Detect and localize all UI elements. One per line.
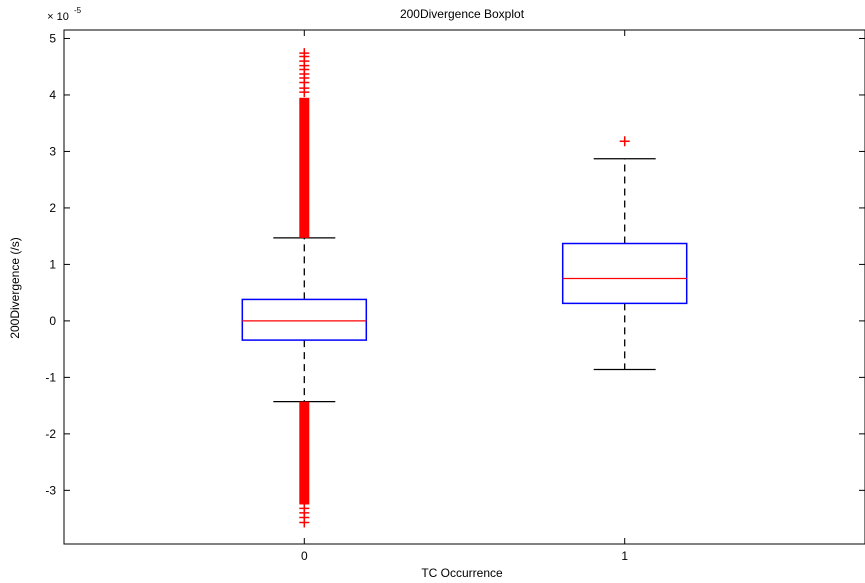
- y-tick-label: -1: [45, 370, 56, 384]
- y-tick-label: -3: [45, 483, 56, 497]
- y-axis-multiplier-exponent: -5: [74, 6, 82, 15]
- plot-area: [64, 30, 865, 544]
- chart-title: 200Divergence Boxplot: [400, 7, 525, 21]
- outlier-band: [299, 98, 309, 238]
- y-tick-label: 2: [49, 201, 56, 215]
- y-tick-label: 5: [49, 31, 56, 45]
- y-tick-label: 3: [49, 144, 56, 158]
- y-axis-multiplier: × 10: [47, 11, 69, 23]
- x-tick-label: 0: [301, 549, 308, 563]
- y-tick-label: 4: [49, 88, 56, 102]
- x-tick-label: 1: [621, 549, 628, 563]
- x-axis-label: TC Occurrence: [421, 566, 503, 580]
- y-tick-label: 1: [49, 257, 56, 271]
- y-tick-label: 0: [49, 314, 56, 328]
- outlier-band: [299, 402, 309, 505]
- y-axis-label: 200Divergence (/s): [8, 237, 22, 338]
- y-tick-label: -2: [45, 427, 56, 441]
